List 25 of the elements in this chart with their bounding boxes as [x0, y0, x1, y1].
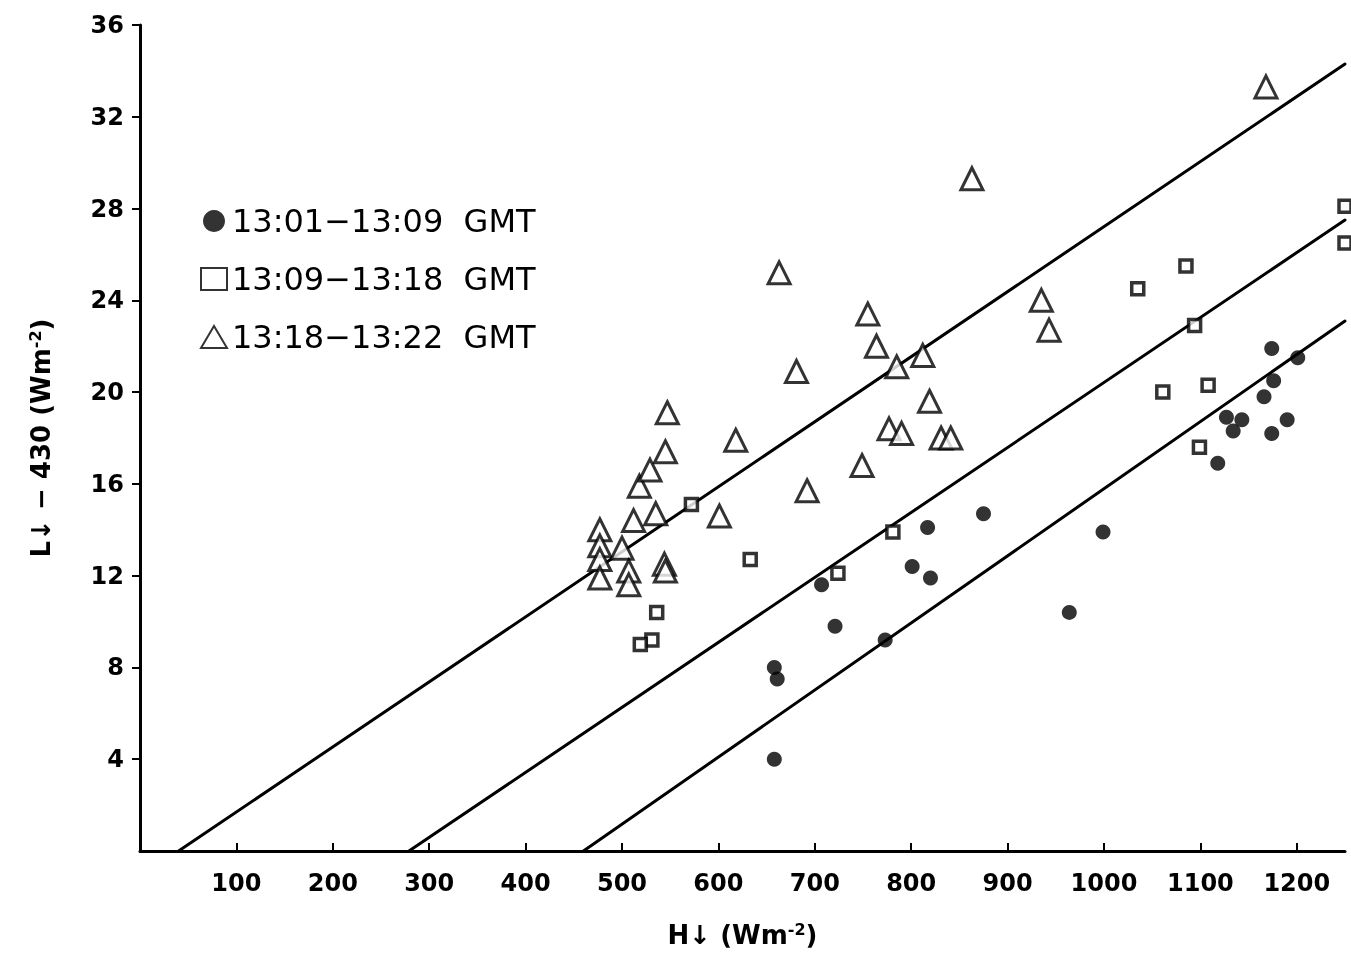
y-tick-label: 12 — [90, 561, 124, 590]
legend-label: 13:01−13:09 GMT — [232, 202, 536, 240]
legend-label: 13:18−13:22 GMT — [232, 318, 536, 356]
legend-label: 13:09−13:18 GMT — [232, 260, 536, 298]
y-tick-label: 4 — [107, 745, 124, 774]
y-tick-label: 28 — [90, 194, 124, 223]
x-tick-label: 700 — [789, 869, 840, 897]
x-tick-label: 800 — [886, 869, 937, 897]
x-tick-label: 900 — [982, 869, 1033, 897]
y-tick-label: 32 — [90, 102, 124, 131]
y-tick-label: 20 — [90, 378, 124, 407]
y-tick-label: 8 — [107, 653, 124, 682]
x-tick-label: 400 — [500, 869, 551, 897]
x-tick-label: 1000 — [1070, 869, 1138, 897]
x-tick-label: 100 — [211, 869, 262, 897]
x-tick-label: 500 — [596, 869, 648, 897]
x-tick-label: 1200 — [1263, 869, 1331, 897]
y-tick-label: 24 — [90, 286, 124, 315]
y-tick-label: 16 — [90, 469, 124, 498]
x-tick-label: 300 — [404, 869, 455, 897]
y-axis-title: L↓ − 430 (Wm-2) — [25, 318, 56, 558]
x-tick-label: 600 — [693, 869, 744, 897]
x-tick-label: 1100 — [1167, 869, 1234, 897]
y-tick-label: 36 — [90, 11, 124, 39]
x-tick-label: 200 — [307, 869, 358, 897]
